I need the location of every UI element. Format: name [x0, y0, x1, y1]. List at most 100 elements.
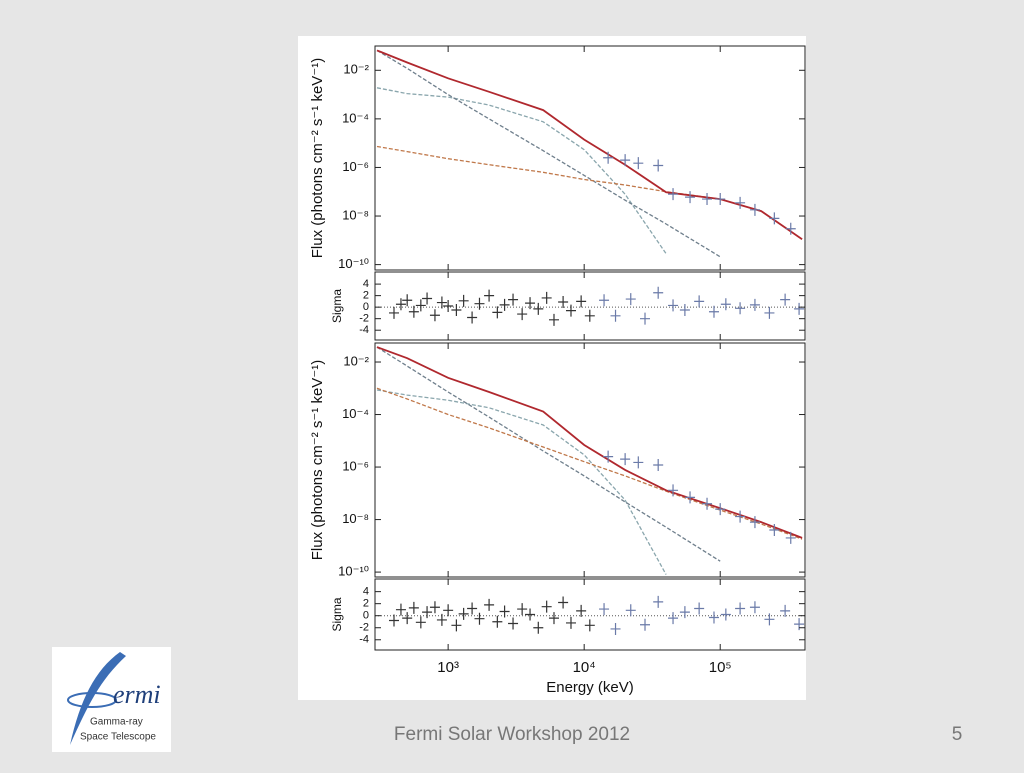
residual-point [395, 603, 406, 616]
data-point [620, 453, 631, 466]
residual-point [720, 298, 731, 311]
residual-point [653, 286, 664, 299]
residual-point [794, 302, 805, 315]
data-point [633, 157, 644, 170]
plot-area [375, 286, 805, 326]
residual-point [395, 298, 406, 311]
logo-word: ermi [113, 680, 161, 709]
y-axis-label: Flux (photons cm⁻² s⁻¹ keV⁻¹) [309, 360, 326, 560]
footer: Fermi Solar Workshop 2012 [394, 724, 630, 745]
data-point [715, 193, 726, 206]
data-point [633, 456, 644, 469]
logo-line1: Gamma-ray [90, 717, 143, 728]
logo-orbit [67, 692, 117, 708]
residual-point [565, 304, 576, 317]
residual-point [525, 608, 536, 621]
data-point [769, 212, 780, 225]
model-line [376, 49, 721, 258]
residual-point [668, 612, 679, 625]
data-point [685, 491, 696, 504]
residual-point [451, 619, 462, 632]
residual-point [517, 308, 528, 321]
y-tick-label: 0 [363, 301, 369, 313]
residual-point [735, 602, 746, 615]
data-point [735, 196, 746, 209]
residual-point [517, 603, 528, 616]
residual-point [499, 298, 510, 311]
residual-point [492, 306, 503, 319]
y-tick-label: -2 [359, 622, 369, 634]
residual-point [422, 292, 433, 305]
y-tick-label: -2 [359, 313, 369, 325]
y-tick-label: 10⁻⁴ [342, 110, 369, 125]
residual-point [694, 295, 705, 308]
fermi-logo: ermi Gamma-ray Space Telescope [52, 647, 171, 752]
x-axis-label: Energy (keV) [546, 679, 634, 696]
data-point [685, 191, 696, 204]
residual-point [451, 304, 462, 317]
residual-point [749, 298, 760, 311]
data-point [749, 203, 760, 216]
residual-point [653, 595, 664, 608]
residual-point [780, 604, 791, 617]
residual-point [474, 612, 485, 625]
data-point [785, 531, 796, 544]
model-line [376, 346, 721, 562]
data-point [603, 450, 614, 463]
model-line [376, 387, 803, 540]
residual-point [668, 299, 679, 312]
y-tick-label: 10⁻⁸ [342, 511, 369, 526]
residual-point [499, 605, 510, 618]
residual-point [599, 294, 610, 307]
residual-point [576, 295, 587, 308]
x-tick-label: 10³ [437, 659, 459, 676]
residual-point [640, 618, 651, 631]
data-point [702, 497, 713, 510]
axes-frame [374, 45, 806, 271]
residual-point [443, 300, 454, 312]
residual-point [415, 299, 426, 312]
residual-point [679, 304, 690, 317]
model-line [376, 145, 721, 200]
data-point [668, 484, 679, 497]
y-tick-label: 10⁻⁸ [342, 207, 369, 222]
x-tick-label: 10⁴ [573, 659, 596, 676]
residual-point [389, 614, 399, 627]
residual-point [422, 606, 433, 619]
x-tick-label: 10⁵ [709, 659, 732, 676]
residual-point [548, 612, 559, 625]
residual-point [584, 619, 595, 632]
residual-point [679, 606, 690, 619]
residual-point [467, 602, 478, 615]
residual-point [458, 607, 469, 620]
plot-area [375, 595, 805, 635]
model-line [376, 49, 803, 241]
residual-point [402, 294, 413, 307]
residual-point [458, 294, 469, 307]
y-tick-label: 4 [363, 278, 369, 290]
residual-point [436, 296, 447, 309]
data-point [785, 222, 796, 235]
residual-point [474, 297, 485, 310]
data-point [702, 193, 713, 206]
model-line [376, 87, 667, 255]
residual-point [749, 601, 760, 614]
residual-point [625, 604, 636, 617]
data-point [620, 154, 631, 167]
y-tick-label: 10⁻⁶ [342, 458, 369, 473]
residual-point [492, 615, 503, 628]
residual-point [436, 613, 447, 626]
residual-point [408, 305, 419, 318]
y-axis-label: Sigma [330, 597, 344, 631]
residual-point [599, 603, 610, 616]
residual-point [780, 293, 791, 306]
plot-area [376, 49, 803, 258]
data-point [769, 524, 780, 537]
residual-point [467, 311, 478, 324]
residual-point [484, 289, 495, 302]
y-tick-label: -4 [359, 324, 369, 336]
residual-point [584, 309, 595, 322]
y-tick-label: 0 [363, 610, 369, 622]
y-tick-label: 10⁻² [343, 62, 369, 77]
